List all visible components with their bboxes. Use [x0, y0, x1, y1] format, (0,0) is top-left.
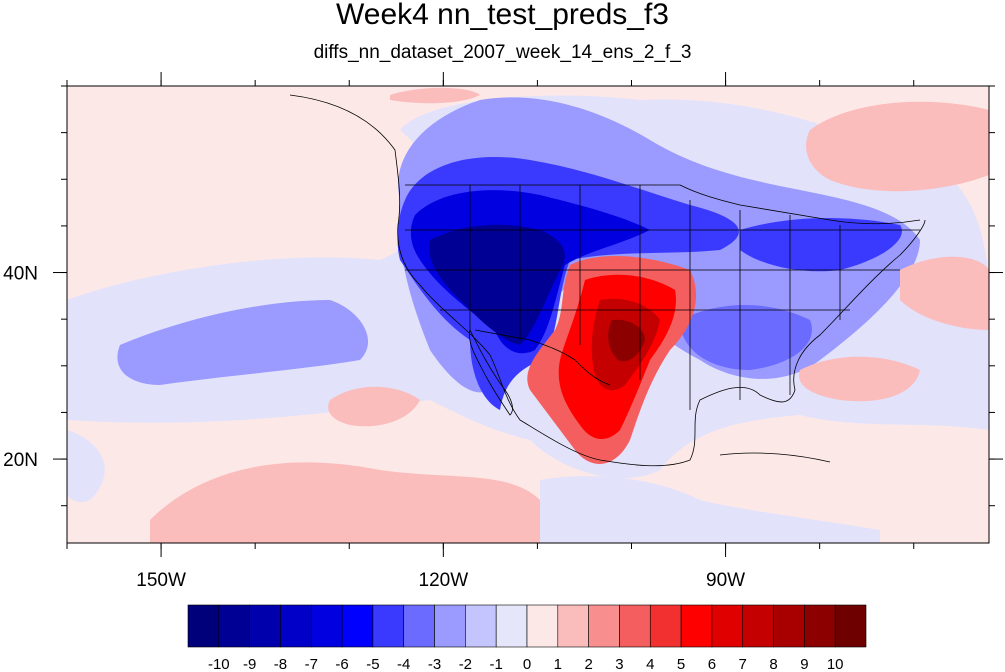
axis-ticks: 150W 120W 90W 40N 20N	[3, 72, 1003, 591]
anomaly-hawaii-light-blue	[67, 430, 105, 503]
colorbar-swatch	[711, 604, 744, 648]
anomaly-pacific-south-pink	[150, 462, 540, 543]
us-mexico-border	[474, 329, 611, 386]
anomaly-southeast-blue	[680, 305, 812, 370]
colorbar-swatch	[557, 604, 589, 648]
colorbar-label: 7	[739, 656, 747, 672]
colorbar-swatch	[218, 604, 250, 648]
anomaly-atlantic-pink	[799, 356, 920, 402]
colorbar-swatch	[434, 604, 466, 648]
colorbar-swatch	[249, 604, 281, 648]
north-america-coastline	[289, 94, 926, 467]
colorbar-label: -5	[366, 656, 379, 672]
colorbar-label: -2	[459, 656, 472, 672]
colorbar-label: -8	[274, 656, 287, 672]
colorbar-swatch	[680, 604, 713, 648]
colorbar-label: 2	[584, 656, 592, 672]
colorbar-swatch	[372, 604, 405, 648]
colorbar-swatch	[526, 604, 559, 648]
coastlines-and-borders	[289, 94, 926, 467]
colorbar-label: -9	[243, 656, 256, 672]
anomaly-mid-pacific-pink	[328, 386, 420, 427]
map-plot-area	[67, 86, 989, 543]
colorbar-swatch	[619, 604, 651, 648]
plot-frame	[66, 85, 990, 544]
colorbar-swatch	[310, 604, 343, 648]
anomaly-east-pacific-light-blue	[540, 476, 880, 543]
colorbar-label: -3	[428, 656, 441, 672]
baja-california-coastline	[469, 328, 513, 416]
colorbar-swatch	[588, 604, 620, 648]
colorbar-swatch	[649, 604, 682, 648]
anomaly-pacific-band-blue	[117, 300, 369, 385]
lon-tick-label: 150W	[136, 570, 186, 591]
colorbar-label: 9	[800, 656, 808, 672]
lat-tick-label: 20N	[3, 450, 38, 471]
anomaly-west-blue-core	[429, 224, 565, 345]
colorbar-swatch	[465, 604, 497, 648]
lat-tick-label: 40N	[3, 264, 38, 285]
colorbar-label: 1	[554, 656, 562, 672]
colorbar-swatch	[495, 604, 528, 648]
colorbar-swatch	[834, 604, 867, 648]
colorbar-label: 0	[523, 656, 531, 672]
colorbar-label: -10	[208, 656, 230, 672]
anomaly-northeast-blue	[740, 218, 902, 272]
colorbar-swatch	[341, 604, 374, 648]
lon-tick-label: 120W	[419, 570, 469, 591]
anomaly-north-canada-pink	[806, 101, 989, 192]
colorbar-swatch	[804, 604, 836, 648]
colorbar-label: -7	[305, 656, 318, 672]
anomaly-red-regions	[150, 87, 989, 543]
colorbar-label: -4	[397, 656, 410, 672]
colorbar-swatch	[187, 604, 220, 648]
colorbar-label: -1	[490, 656, 503, 672]
cuba-coastline	[719, 452, 831, 463]
anomaly-texas-red-peak	[608, 319, 645, 362]
map-subtitle: diffs_nn_dataset_2007_week_14_ens_2_f_3	[313, 42, 692, 63]
colorbar-swatch	[280, 604, 312, 648]
us-canada-border	[405, 184, 921, 225]
anomaly-north-pink	[390, 87, 480, 104]
colorbar: -10 -9 -8 -7 -6 -5 -4 -3 -2 -1 0 1 2 3 4 5 6 7 8 9 10	[187, 604, 867, 672]
colorbar-label: 4	[646, 656, 654, 672]
colorbar-label: 5	[677, 656, 685, 672]
colorbar-label: -6	[335, 656, 348, 672]
colorbar-label: 8	[769, 656, 777, 672]
colorbar-swatch	[773, 604, 805, 648]
anomaly-east-atlantic-pink	[900, 256, 989, 330]
colorbar-label: 3	[615, 656, 623, 672]
colorbar-label: 10	[827, 656, 844, 672]
lon-tick-label: 90W	[706, 570, 745, 591]
map-title: Week4 nn_test_preds_f3	[335, 0, 669, 31]
colorbar-label: 6	[708, 656, 716, 672]
colorbar-swatch	[742, 604, 774, 648]
colorbar-swatch	[403, 604, 435, 648]
anomaly-deep-blue-regions	[397, 156, 902, 410]
